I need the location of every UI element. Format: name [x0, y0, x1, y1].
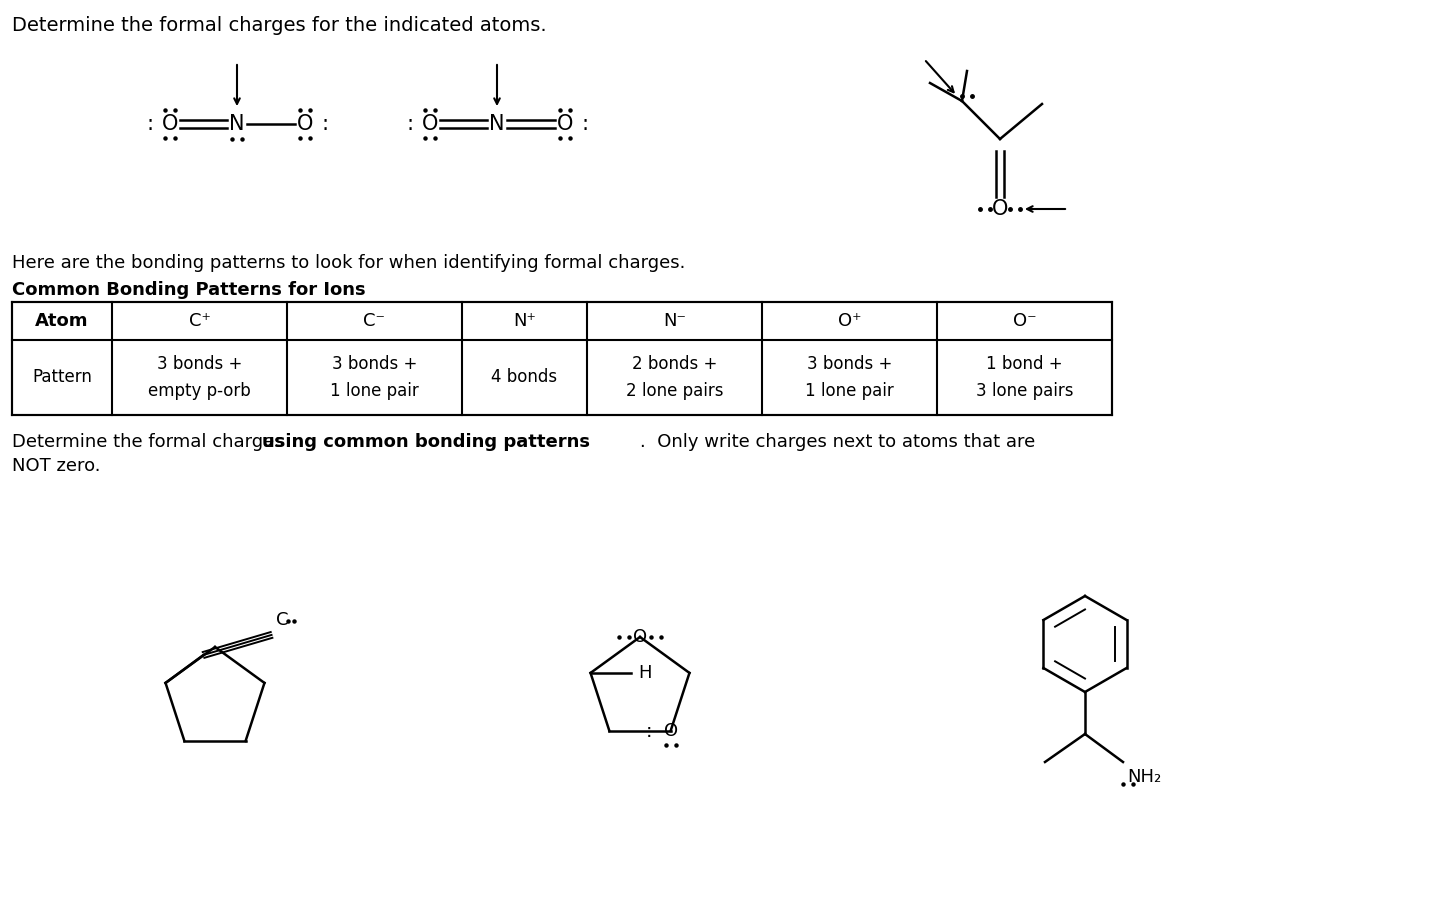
Text: C: C — [275, 611, 288, 629]
Text: O⁻: O⁻ — [1013, 312, 1037, 330]
Text: Common Bonding Patterns for Ions: Common Bonding Patterns for Ions — [12, 281, 365, 299]
Text: :: : — [406, 114, 414, 134]
Text: C⁺: C⁺ — [189, 312, 211, 330]
Text: O: O — [633, 628, 646, 646]
Text: Determine the formal charges: Determine the formal charges — [12, 433, 290, 451]
Text: O: O — [992, 199, 1008, 219]
Text: N: N — [229, 114, 245, 134]
Text: :: : — [645, 721, 652, 740]
Text: NOT zero.: NOT zero. — [12, 457, 100, 475]
Text: N⁻: N⁻ — [662, 312, 686, 330]
Text: .  Only write charges next to atoms that are: . Only write charges next to atoms that … — [641, 433, 1035, 451]
Text: O: O — [556, 114, 574, 134]
Text: O: O — [297, 114, 313, 134]
Text: :: : — [147, 114, 153, 134]
Bar — [12, 302, 1112, 415]
Text: Determine the formal charges for the indicated atoms.: Determine the formal charges for the ind… — [12, 16, 546, 35]
Text: O: O — [162, 114, 178, 134]
Text: 3 bonds +
empty p-orb: 3 bonds + empty p-orb — [149, 356, 250, 399]
Text: O⁺: O⁺ — [837, 312, 862, 330]
Text: H: H — [639, 664, 652, 682]
Text: :: : — [322, 114, 329, 134]
Text: using common bonding patterns: using common bonding patterns — [262, 433, 590, 451]
Text: Atom: Atom — [35, 312, 89, 330]
Text: 2 bonds +
2 lone pairs: 2 bonds + 2 lone pairs — [626, 356, 724, 399]
Text: C⁻: C⁻ — [364, 312, 386, 330]
Text: 3 bonds +
1 lone pair: 3 bonds + 1 lone pair — [331, 356, 419, 399]
Text: Here are the bonding patterns to look for when identifying formal charges.: Here are the bonding patterns to look fo… — [12, 254, 686, 272]
Text: O: O — [422, 114, 438, 134]
Text: NH₂: NH₂ — [1127, 768, 1162, 786]
Text: 3 bonds +
1 lone pair: 3 bonds + 1 lone pair — [805, 356, 894, 399]
Text: N: N — [489, 114, 505, 134]
Text: :: : — [581, 114, 588, 134]
Text: N⁺: N⁺ — [513, 312, 536, 330]
Text: Pattern: Pattern — [32, 368, 92, 387]
Text: 4 bonds: 4 bonds — [492, 368, 558, 387]
Text: 1 bond +
3 lone pairs: 1 bond + 3 lone pairs — [976, 356, 1073, 399]
Text: O: O — [664, 722, 677, 740]
